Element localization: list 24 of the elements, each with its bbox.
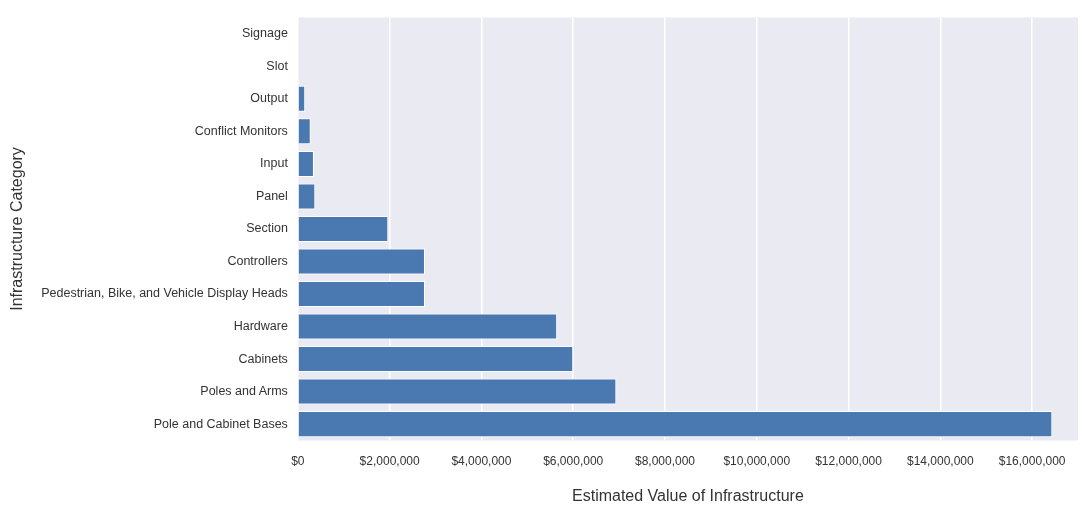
x-tick-label: $16,000,000	[998, 453, 1066, 468]
x-tick-label: $10,000,000	[723, 453, 791, 468]
y-tick-label: Panel	[255, 188, 288, 203]
x-axis-title: Estimated Value of Infrastructure	[572, 486, 804, 504]
y-tick-label: Poles and Arms	[200, 384, 288, 399]
y-tick-label: Cabinets	[238, 351, 288, 366]
y-tick-label: Signage	[241, 26, 288, 41]
y-tick-label: Conflict Monitors	[194, 123, 288, 138]
y-tick-label: Controllers	[227, 253, 288, 268]
y-axis-title: Infrastructure Category	[8, 147, 26, 311]
x-tick-label: $12,000,000	[815, 453, 883, 468]
y-tick-label: Input	[260, 156, 289, 171]
x-tick-label: $0	[291, 453, 305, 468]
x-tick-label: $6,000,000	[543, 453, 604, 468]
y-tick-label: Slot	[266, 58, 289, 73]
y-tick-label: Pole and Cabinet Bases	[153, 416, 288, 431]
y-tick-label: Pedestrian, Bike, and Vehicle Display Heads	[41, 286, 288, 301]
y-tick-label: Hardware	[233, 319, 288, 333]
x-tick-label: $4,000,000	[451, 453, 512, 468]
y-tick-label: Section	[246, 221, 288, 236]
x-tick-label: $2,000,000	[359, 453, 420, 468]
x-tick-label: $14,000,000	[906, 453, 975, 468]
y-tick-label: Output	[250, 91, 289, 106]
x-tick-label: $8,000,000	[634, 453, 696, 468]
